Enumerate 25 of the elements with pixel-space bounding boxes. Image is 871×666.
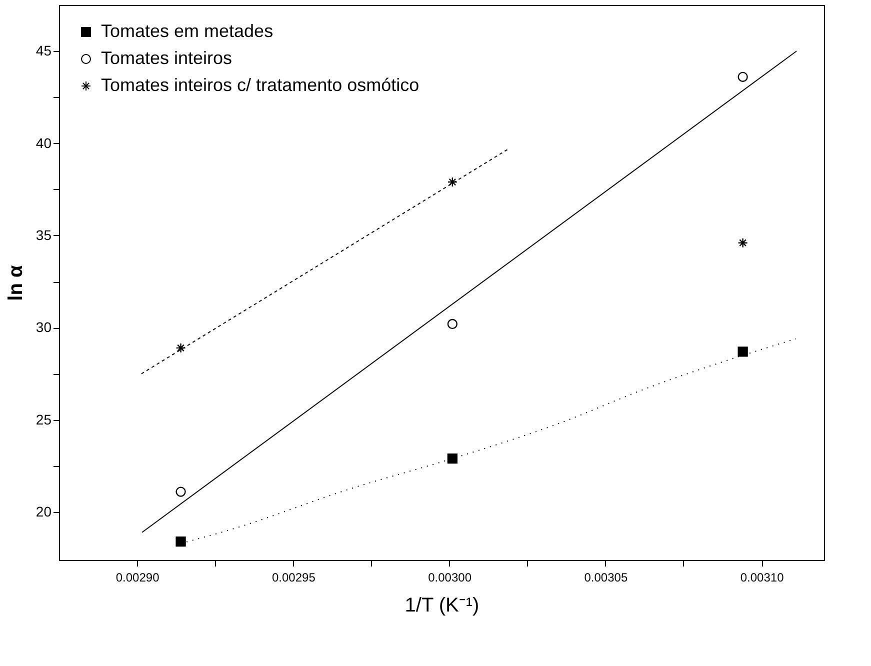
point (447, 454, 458, 464)
y-tick-label: 20 (36, 504, 52, 520)
point (176, 342, 186, 354)
x-tick-label: 0.00300 (428, 570, 472, 584)
legend-label: Tomates em metades (101, 21, 274, 41)
point (738, 346, 748, 357)
point (738, 72, 748, 82)
point (176, 536, 186, 547)
x-tick-label: 0.00310 (740, 570, 784, 584)
y-tick-label: 25 (36, 411, 52, 428)
point (447, 318, 458, 330)
y-tick-label: 45 (36, 42, 52, 59)
y-tick-label: 40 (36, 134, 52, 151)
point (176, 486, 186, 497)
y-tick-label: 30 (36, 319, 52, 336)
x-tick-label: 0.00305 (584, 570, 628, 584)
legend-label: Tomates inteiros (101, 48, 232, 68)
x-tick-label: 0.00290 (116, 570, 160, 584)
y-tick-label: 35 (36, 226, 52, 243)
legend-label: Tomates inteiros c/ tratamento osmótico (101, 75, 420, 95)
y-axis-title: ln α (4, 264, 27, 301)
x-tick-label: 0.00295 (272, 570, 316, 584)
point (738, 238, 748, 248)
x-axis-title: 1/T (K⁻¹) (404, 594, 480, 616)
point (447, 176, 458, 188)
